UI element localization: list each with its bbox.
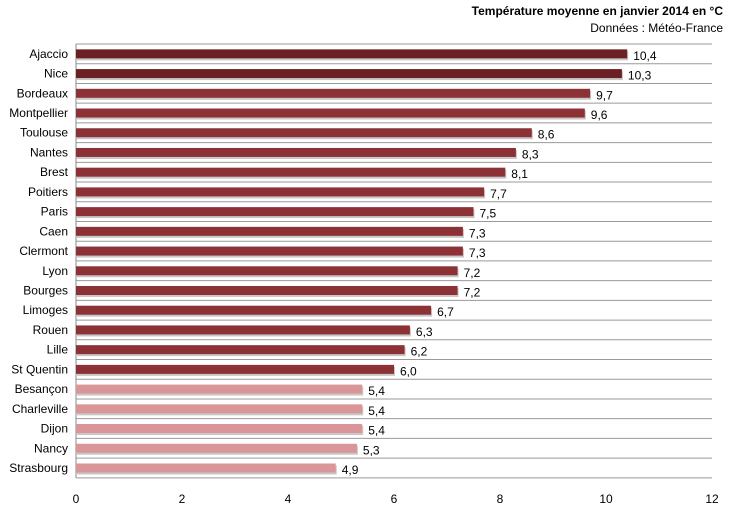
bar <box>76 463 336 473</box>
category-label: Nice <box>44 67 68 81</box>
bar <box>76 167 506 177</box>
value-label: 7,2 <box>464 266 481 280</box>
chart-title: Température moyenne en janvier 2014 en °… <box>471 4 723 18</box>
value-label: 7,5 <box>480 207 497 221</box>
value-label: 9,6 <box>591 108 608 122</box>
bar <box>76 443 357 453</box>
category-label: Bordeaux <box>17 86 68 100</box>
category-label: Lyon <box>42 264 68 278</box>
category-label: St Quentin <box>11 362 68 376</box>
category-label: Toulouse <box>20 126 68 140</box>
bar <box>76 108 585 118</box>
bar <box>76 384 363 394</box>
bar <box>76 226 463 236</box>
bar <box>76 286 458 295</box>
bar <box>76 424 363 434</box>
value-label: 5,4 <box>368 424 385 438</box>
value-label: 8,3 <box>522 147 539 161</box>
bar <box>76 305 432 315</box>
bar <box>76 207 474 217</box>
bar <box>76 128 532 138</box>
value-label: 10,4 <box>633 49 657 63</box>
value-label: 7,3 <box>469 226 486 240</box>
bar <box>76 266 458 276</box>
category-label: Paris <box>41 205 68 219</box>
x-tick-label: 8 <box>497 492 504 505</box>
category-label: Brest <box>40 165 69 179</box>
category-label: Dijon <box>41 422 68 436</box>
x-tick-label: 2 <box>179 492 186 505</box>
value-label: 5,3 <box>363 443 380 457</box>
value-label: 8,6 <box>538 128 555 142</box>
bar <box>76 404 363 414</box>
x-tick-label: 10 <box>599 492 613 505</box>
bar <box>76 345 405 355</box>
value-label: 6,2 <box>411 345 428 359</box>
category-label: Bourges <box>23 284 68 298</box>
category-label: Besançon <box>15 382 68 396</box>
bar <box>76 187 485 197</box>
x-tick-label: 12 <box>705 492 719 505</box>
value-label: 8,1 <box>511 167 528 181</box>
category-label: Clermont <box>19 244 68 258</box>
category-label: Lille <box>47 343 69 357</box>
value-label: 5,4 <box>368 384 385 398</box>
value-label: 4,9 <box>342 463 359 477</box>
category-label: Nantes <box>30 145 68 159</box>
category-label: Poitiers <box>28 185 68 199</box>
category-label: Nancy <box>34 441 68 455</box>
value-label: 7,3 <box>469 246 486 260</box>
x-tick-label: 6 <box>391 492 398 505</box>
value-label: 7,7 <box>490 187 507 201</box>
bar <box>76 147 516 157</box>
bar <box>76 246 463 256</box>
value-label: 5,4 <box>368 404 385 418</box>
value-label: 9,7 <box>596 88 613 102</box>
x-tick-label: 0 <box>73 492 80 505</box>
value-label: 6,3 <box>416 325 433 339</box>
bar <box>76 325 410 335</box>
value-label: 10,3 <box>628 69 652 83</box>
value-label: 6,7 <box>437 305 454 319</box>
value-label: 7,2 <box>464 286 481 300</box>
category-label: Ajaccio <box>29 47 68 61</box>
bar <box>76 49 628 59</box>
x-tick-label: 4 <box>285 492 292 505</box>
category-label: Caen <box>39 224 68 238</box>
category-label: Charleville <box>12 402 68 416</box>
category-label: Limoges <box>23 303 68 317</box>
category-label: Rouen <box>33 323 68 337</box>
chart-subtitle: Données : Météo-France <box>590 21 723 35</box>
bar <box>76 364 394 374</box>
bar <box>76 88 591 98</box>
value-label: 6,0 <box>400 364 417 378</box>
category-label: Montpellier <box>9 106 68 120</box>
category-label: Strasbourg <box>9 461 68 475</box>
bar <box>76 69 622 79</box>
